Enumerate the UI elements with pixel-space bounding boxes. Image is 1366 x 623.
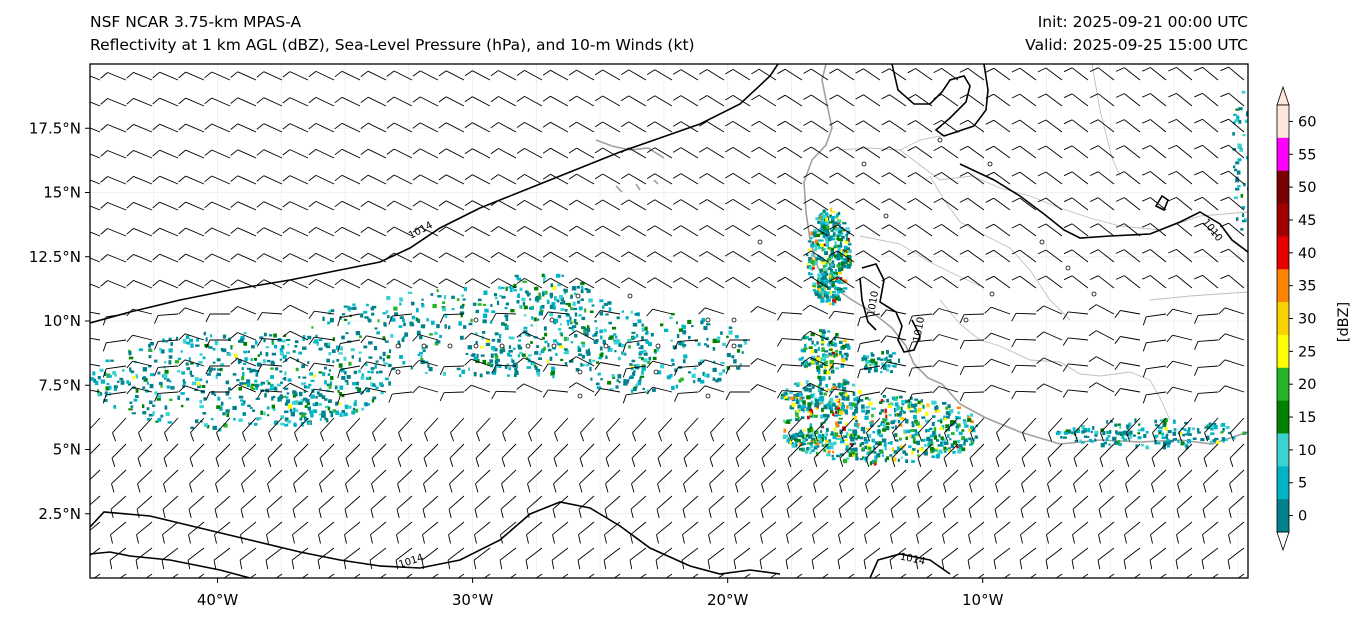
- colorbar-tick-label: 0: [1298, 509, 1307, 525]
- colorbar-tick-label: 25: [1298, 344, 1316, 360]
- lat-tick-label: 17.5°N: [29, 119, 81, 137]
- colorbar-bin: [1277, 334, 1289, 369]
- colorbar-tick-label: 50: [1298, 180, 1316, 196]
- colorbar-tick-label: 15: [1298, 410, 1316, 426]
- longitude-axis: 40°W 30°W 20°W 10°W: [197, 578, 1004, 609]
- colorbar-max-extension: [1276, 85, 1290, 106]
- colorbar-tick-label: 5: [1298, 476, 1307, 492]
- latitude-axis: 2.5°N 5°N 7.5°N 10°N 12.5°N 15°N 17.5°N: [29, 119, 90, 523]
- colorbar-bin: [1277, 367, 1289, 402]
- coastlines: [595, 64, 1248, 445]
- colorbar-bin: [1277, 203, 1289, 237]
- lat-tick-label: 5°N: [53, 441, 81, 459]
- colorbar-bin: [1277, 499, 1289, 533]
- lon-tick-label: 40°W: [197, 591, 239, 609]
- reflectivity-field: [90, 90, 1248, 466]
- wind-barbs: [90, 66, 1245, 578]
- colorbar-bin: [1277, 466, 1289, 500]
- valid-time: Valid: 2025-09-25 15:00 UTC: [1025, 36, 1248, 54]
- calm-wind-circles: [395, 137, 1097, 399]
- colorbar-bin: [1277, 269, 1289, 303]
- colorbar-tick-label: 35: [1298, 279, 1316, 295]
- init-time: Init: 2025-09-21 00:00 UTC: [1037, 13, 1248, 31]
- isobar-label: 1014: [899, 552, 926, 568]
- colorbar-min-extension: [1276, 531, 1290, 552]
- graticule: [90, 64, 1248, 578]
- colorbar-title: [dBZ]: [1336, 302, 1352, 342]
- isobar-label: 1014: [407, 220, 435, 242]
- colorbar-bin: [1277, 302, 1289, 336]
- isobar-label: 1010: [1200, 217, 1224, 244]
- lat-tick-label: 10°N: [43, 312, 81, 330]
- isobar-label: 1010: [912, 316, 927, 343]
- colorbar-tick-label: 45: [1298, 213, 1316, 229]
- colorbar-bin: [1277, 105, 1289, 139]
- lat-tick-label: 2.5°N: [38, 505, 81, 523]
- lat-tick-label: 15°N: [43, 184, 81, 202]
- fields-title: Reflectivity at 1 km AGL (dBZ), Sea-Leve…: [90, 36, 695, 54]
- lon-tick-label: 10°W: [962, 591, 1004, 609]
- isobar-label: 1010: [866, 290, 881, 317]
- lon-tick-label: 30°W: [452, 591, 494, 609]
- colorbar-tick-label: 20: [1298, 377, 1316, 393]
- lon-tick-label: 20°W: [707, 591, 749, 609]
- lat-tick-label: 12.5°N: [29, 248, 81, 266]
- colorbar-tick-label: 60: [1298, 114, 1316, 130]
- colorbar-bin: [1277, 170, 1289, 204]
- colorbar-bin: [1277, 137, 1289, 172]
- colorbar-tick-label: 40: [1298, 246, 1316, 262]
- model-title: NSF NCAR 3.75-km MPAS-A: [90, 13, 302, 31]
- colorbar-bin: [1277, 236, 1289, 270]
- colorbar: 0 5 10 15 20 25 30 35 40 45 50 55 60 [dBZ]: [1276, 85, 1352, 552]
- colorbar-tick-label: 30: [1298, 312, 1316, 328]
- colorbar-bin: [1277, 433, 1289, 467]
- colorbar-tick-label: 10: [1298, 443, 1316, 459]
- lat-tick-label: 7.5°N: [38, 376, 81, 394]
- colorbar-bin: [1277, 400, 1289, 434]
- colorbar-tick-label: 55: [1298, 147, 1316, 163]
- sea-level-pressure-contours: [90, 64, 1248, 578]
